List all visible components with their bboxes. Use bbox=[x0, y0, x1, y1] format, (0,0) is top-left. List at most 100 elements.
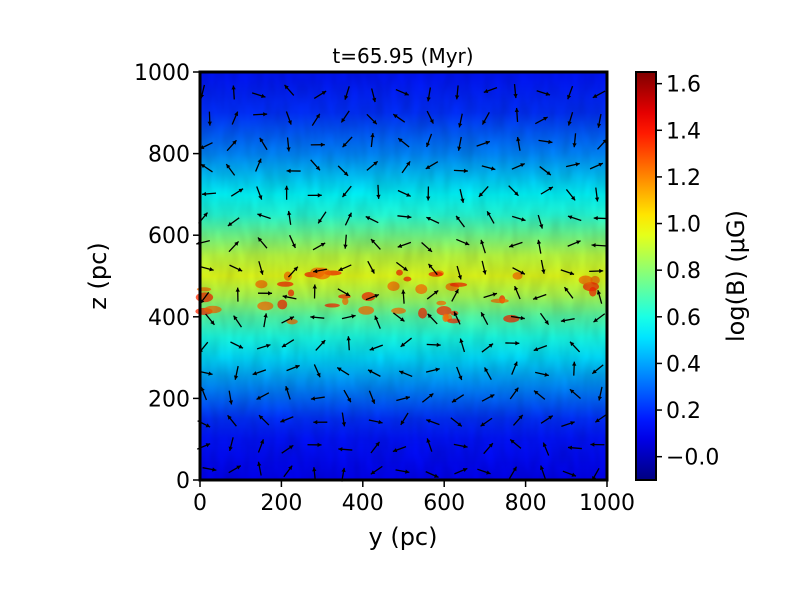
field-arrow bbox=[395, 469, 410, 474]
y-axis-label: z (pc) bbox=[84, 242, 112, 309]
field-arrow bbox=[233, 315, 243, 328]
field-arrow bbox=[478, 185, 489, 198]
field-arrow bbox=[365, 293, 380, 301]
field-arrow bbox=[256, 392, 270, 400]
field-arrow bbox=[200, 163, 213, 173]
field-arrow bbox=[367, 369, 381, 377]
field-arrow bbox=[534, 116, 548, 125]
field-arrow bbox=[455, 85, 460, 100]
colorbar: −0.0 0.2 0.4 0.6 0.8 1.0 1.2 1.4 1.6 log(B) (μG) bbox=[635, 71, 750, 481]
field-arrow bbox=[456, 265, 462, 280]
field-arrow bbox=[455, 215, 465, 228]
x-tick-label: 800 bbox=[505, 491, 547, 516]
field-arrow bbox=[284, 185, 289, 200]
field-arrow bbox=[255, 158, 262, 172]
field-arrow bbox=[427, 263, 438, 276]
field-arrow bbox=[426, 87, 432, 102]
field-arrow bbox=[376, 184, 381, 199]
field-arrow bbox=[396, 261, 408, 272]
y-axis: 0 200 400 600 800 1000 bbox=[134, 61, 200, 494]
field-arrow bbox=[591, 243, 606, 248]
field-arrow bbox=[287, 266, 299, 278]
field-arrow bbox=[538, 139, 553, 145]
field-arrow bbox=[205, 313, 215, 326]
field-arrow bbox=[368, 419, 383, 425]
field-arrow bbox=[451, 394, 465, 403]
field-arrow bbox=[542, 442, 550, 456]
field-arrow bbox=[589, 268, 604, 274]
field-arrow bbox=[458, 113, 463, 128]
field-arrow bbox=[456, 238, 470, 246]
heatmap-texture bbox=[200, 72, 607, 480]
field-arrow bbox=[344, 86, 350, 100]
field-arrow bbox=[307, 442, 322, 448]
field-arrow bbox=[426, 290, 439, 300]
field-arrow bbox=[397, 241, 412, 248]
field-arrow bbox=[540, 259, 546, 274]
y-tick-label: 200 bbox=[148, 387, 190, 412]
field-arrow bbox=[340, 110, 350, 123]
field-arrow bbox=[343, 389, 352, 403]
field-arrow bbox=[253, 112, 268, 117]
field-arrow bbox=[199, 265, 214, 272]
field-arrow bbox=[337, 288, 351, 297]
field-arrows bbox=[196, 84, 608, 482]
x-tick-label: 200 bbox=[260, 491, 302, 516]
colorbar-tick-label: 0.4 bbox=[666, 352, 701, 377]
plot-frame bbox=[198, 70, 609, 482]
field-arrow bbox=[313, 420, 328, 425]
colorbar-ticks: −0.0 0.2 0.4 0.6 0.8 1.0 1.2 1.4 1.6 bbox=[656, 73, 719, 471]
field-arrow bbox=[560, 269, 575, 276]
field-arrow bbox=[511, 163, 525, 170]
field-arrow bbox=[337, 165, 349, 177]
field-arrow bbox=[287, 210, 292, 225]
x-tick-label: 400 bbox=[342, 491, 384, 516]
y-tick-label: 800 bbox=[148, 143, 190, 168]
field-arrow bbox=[569, 341, 581, 353]
field-arrow bbox=[370, 465, 383, 475]
field-arrow bbox=[597, 386, 603, 401]
field-arrow bbox=[397, 214, 412, 220]
field-arrow bbox=[396, 395, 411, 402]
field-arrow bbox=[257, 213, 271, 220]
field-arrow bbox=[400, 337, 412, 348]
field-arrow bbox=[512, 414, 524, 426]
field-arrow bbox=[453, 311, 461, 325]
field-arrow bbox=[256, 186, 263, 200]
field-arrow bbox=[369, 344, 384, 351]
field-arrow bbox=[286, 137, 291, 152]
field-arrow bbox=[567, 445, 582, 450]
field-arrow bbox=[508, 241, 523, 248]
y-tick-label: 400 bbox=[148, 306, 190, 331]
field-arrow bbox=[256, 343, 271, 350]
colorbar-label: log(B) (μG) bbox=[722, 210, 750, 342]
field-arrow bbox=[425, 471, 439, 478]
field-arrow bbox=[313, 364, 321, 378]
field-arrow bbox=[589, 162, 604, 170]
field-arrow bbox=[228, 390, 233, 405]
field-arrow bbox=[317, 211, 327, 224]
field-arrow bbox=[421, 393, 434, 403]
field-arrow bbox=[367, 260, 375, 274]
field-arrow bbox=[596, 113, 602, 128]
field-arrow bbox=[200, 386, 208, 401]
field-arrow bbox=[539, 465, 546, 480]
colorbar-gradient bbox=[635, 71, 657, 481]
field-arrow bbox=[511, 215, 526, 222]
colorbar-tick-label: 1.4 bbox=[666, 119, 701, 144]
field-arrow bbox=[483, 442, 494, 455]
field-arrow bbox=[228, 241, 240, 253]
field-arrow bbox=[263, 313, 268, 328]
field-arrow bbox=[483, 87, 498, 94]
field-arrow bbox=[569, 388, 581, 399]
field-arrow bbox=[336, 366, 350, 376]
field-arrow bbox=[392, 113, 406, 123]
field-arrow bbox=[284, 84, 295, 96]
field-arrow bbox=[282, 294, 297, 300]
field-arrow bbox=[401, 289, 406, 304]
field-arrow bbox=[366, 160, 379, 171]
field-arrow bbox=[480, 417, 493, 427]
field-arrow bbox=[565, 189, 576, 201]
field-arrow bbox=[427, 313, 438, 325]
field-arrow bbox=[483, 367, 492, 381]
